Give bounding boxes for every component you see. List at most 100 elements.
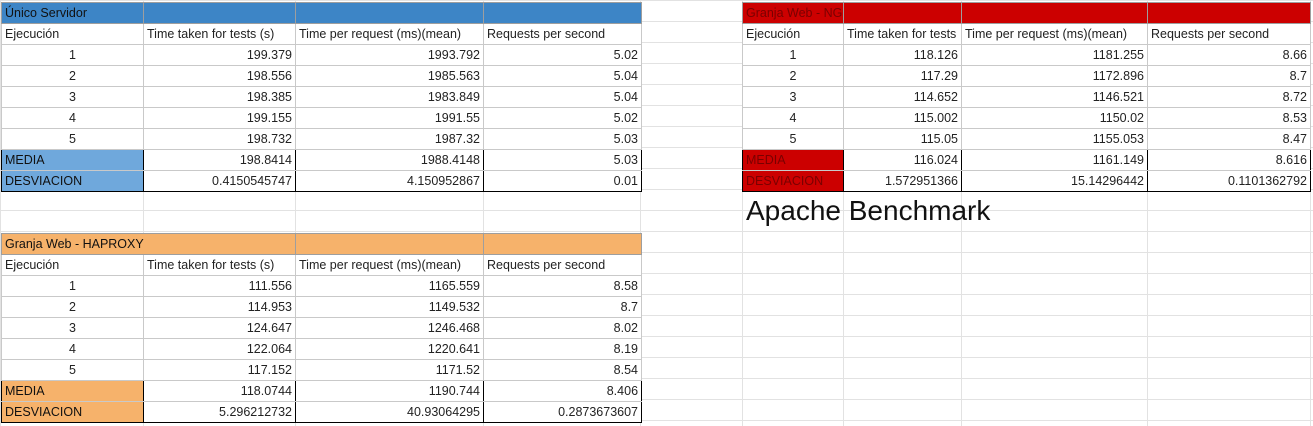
cell-requests-per-second[interactable]: 8.02 bbox=[483, 317, 643, 339]
cell-time-per-request[interactable]: 1149.532 bbox=[295, 296, 485, 318]
cell-time-taken[interactable]: 117.152 bbox=[142, 359, 297, 381]
col-header-requests-per-second[interactable]: Requests per second bbox=[483, 23, 642, 45]
cell-requests-per-second[interactable]: 8.72 bbox=[1147, 86, 1311, 108]
col-header-requests-per-second[interactable]: Requests per second bbox=[483, 254, 643, 276]
cell-time-taken[interactable]: 198.556 bbox=[143, 65, 296, 87]
cell-time-taken[interactable]: 198.385 bbox=[143, 86, 296, 108]
cell-ejecucion[interactable]: 3 bbox=[1, 317, 144, 339]
media-label[interactable]: MEDIA bbox=[742, 149, 844, 171]
cell-requests-per-second[interactable]: 5.02 bbox=[483, 107, 642, 129]
header-fill-cell[interactable] bbox=[143, 2, 296, 24]
cell-time-per-request[interactable]: 1991.55 bbox=[295, 107, 484, 129]
cell-ejecucion[interactable]: 2 bbox=[742, 65, 844, 87]
cell-requests-per-second[interactable]: 8.7 bbox=[483, 296, 643, 318]
cell-requests-per-second[interactable]: 8.47 bbox=[1147, 128, 1311, 150]
col-header-ejecucion[interactable]: Ejecución bbox=[1, 254, 144, 276]
cell-requests-per-second[interactable]: 8.7 bbox=[1147, 65, 1311, 87]
cell-time-per-request[interactable]: 1150.02 bbox=[961, 107, 1148, 129]
media-time-per-request[interactable]: 1988.4148 bbox=[295, 149, 484, 171]
media-time-taken[interactable]: 118.0744 bbox=[142, 380, 297, 402]
col-header-time-taken[interactable]: Time taken for tests (s) bbox=[143, 23, 296, 45]
cell-time-per-request[interactable]: 1993.792 bbox=[295, 44, 484, 66]
desviacion-time-taken[interactable]: 0.4150545747 bbox=[143, 170, 296, 192]
header-fill-cell[interactable] bbox=[483, 233, 643, 255]
cell-time-taken[interactable]: 199.155 bbox=[143, 107, 296, 129]
cell-ejecucion[interactable]: 1 bbox=[1, 275, 144, 297]
desviacion-requests-per-second[interactable]: 0.1101362792 bbox=[1147, 170, 1311, 192]
desviacion-label[interactable]: DESVIACION bbox=[1, 401, 144, 423]
cell-requests-per-second[interactable]: 8.58 bbox=[483, 275, 643, 297]
desviacion-time-taken[interactable]: 5.296212732 bbox=[142, 401, 297, 423]
cell-time-taken[interactable]: 111.556 bbox=[142, 275, 297, 297]
cell-ejecucion[interactable]: 1 bbox=[1, 44, 144, 66]
cell-time-taken[interactable]: 115.002 bbox=[843, 107, 962, 129]
cell-time-per-request[interactable]: 1246.468 bbox=[295, 317, 485, 339]
cell-requests-per-second[interactable]: 5.04 bbox=[483, 86, 642, 108]
cell-time-taken[interactable]: 114.652 bbox=[843, 86, 962, 108]
cell-time-per-request[interactable]: 1171.52 bbox=[295, 359, 485, 381]
header-fill-cell[interactable] bbox=[483, 2, 642, 24]
cell-time-per-request[interactable]: 1172.896 bbox=[961, 65, 1148, 87]
table-title-cell[interactable]: Único Servidor bbox=[1, 2, 144, 24]
cell-time-per-request[interactable]: 1220.641 bbox=[295, 338, 485, 360]
desviacion-requests-per-second[interactable]: 0.01 bbox=[483, 170, 642, 192]
col-header-ejecucion[interactable]: Ejecución bbox=[1, 23, 144, 45]
col-header-requests-per-second[interactable]: Requests per second bbox=[1147, 23, 1311, 45]
header-fill-cell[interactable] bbox=[843, 2, 962, 24]
cell-time-taken[interactable]: 122.064 bbox=[142, 338, 297, 360]
cell-time-taken[interactable]: 118.126 bbox=[843, 44, 962, 66]
media-time-taken[interactable]: 116.024 bbox=[843, 149, 962, 171]
header-fill-cell[interactable] bbox=[1147, 2, 1311, 24]
desviacion-requests-per-second[interactable]: 0.2873673607 bbox=[483, 401, 643, 423]
cell-time-per-request[interactable]: 1146.521 bbox=[961, 86, 1148, 108]
cell-ejecucion[interactable]: 3 bbox=[1, 86, 144, 108]
desviacion-label[interactable]: DESVIACION bbox=[1, 170, 144, 192]
cell-ejecucion[interactable]: 1 bbox=[742, 44, 844, 66]
media-requests-per-second[interactable]: 5.03 bbox=[483, 149, 642, 171]
cell-time-per-request[interactable]: 1983.849 bbox=[295, 86, 484, 108]
desviacion-time-per-request[interactable]: 4.150952867 bbox=[295, 170, 484, 192]
media-time-taken[interactable]: 198.8414 bbox=[143, 149, 296, 171]
cell-ejecucion[interactable]: 4 bbox=[1, 338, 144, 360]
desviacion-time-per-request[interactable]: 15.14296442 bbox=[961, 170, 1148, 192]
cell-time-per-request[interactable]: 1985.563 bbox=[295, 65, 484, 87]
desviacion-time-per-request[interactable]: 40.93064295 bbox=[295, 401, 485, 423]
cell-requests-per-second[interactable]: 8.53 bbox=[1147, 107, 1311, 129]
cell-requests-per-second[interactable]: 5.03 bbox=[483, 128, 642, 150]
cell-requests-per-second[interactable]: 5.04 bbox=[483, 65, 642, 87]
cell-time-taken[interactable]: 124.647 bbox=[142, 317, 297, 339]
header-fill-cell[interactable] bbox=[295, 233, 485, 255]
media-time-per-request[interactable]: 1161.149 bbox=[961, 149, 1148, 171]
col-header-time-per-request[interactable]: Time per request (ms)(mean) bbox=[295, 254, 485, 276]
table-title-cell[interactable]: Granja Web - HAPROXY bbox=[0, 233, 297, 255]
cell-time-per-request[interactable]: 1165.559 bbox=[295, 275, 485, 297]
cell-time-per-request[interactable]: 1181.255 bbox=[961, 44, 1148, 66]
desviacion-time-taken[interactable]: 1.572951366 bbox=[843, 170, 962, 192]
media-requests-per-second[interactable]: 8.616 bbox=[1147, 149, 1311, 171]
cell-time-taken[interactable]: 199.379 bbox=[143, 44, 296, 66]
col-header-time-per-request[interactable]: Time per request (ms)(mean) bbox=[961, 23, 1148, 45]
cell-ejecucion[interactable]: 3 bbox=[742, 86, 844, 108]
cell-ejecucion[interactable]: 5 bbox=[742, 128, 844, 150]
cell-ejecucion[interactable]: 2 bbox=[1, 296, 144, 318]
desviacion-label[interactable]: DESVIACION bbox=[742, 170, 844, 192]
table-title-cell[interactable]: Granja Web - NGINX bbox=[742, 2, 844, 24]
cell-requests-per-second[interactable]: 8.66 bbox=[1147, 44, 1311, 66]
cell-ejecucion[interactable]: 2 bbox=[1, 65, 144, 87]
media-time-per-request[interactable]: 1190.744 bbox=[295, 380, 485, 402]
cell-time-taken[interactable]: 117.29 bbox=[843, 65, 962, 87]
cell-ejecucion[interactable]: 5 bbox=[1, 359, 144, 381]
cell-ejecucion[interactable]: 5 bbox=[1, 128, 144, 150]
cell-time-per-request[interactable]: 1155.053 bbox=[961, 128, 1148, 150]
col-header-ejecucion[interactable]: Ejecución bbox=[742, 23, 844, 45]
media-requests-per-second[interactable]: 8.406 bbox=[483, 380, 643, 402]
cell-requests-per-second[interactable]: 8.54 bbox=[483, 359, 643, 381]
media-label[interactable]: MEDIA bbox=[1, 380, 144, 402]
cell-requests-per-second[interactable]: 5.02 bbox=[483, 44, 642, 66]
col-header-time-taken[interactable]: Time taken for tests bbox=[843, 23, 962, 45]
cell-ejecucion[interactable]: 4 bbox=[742, 107, 844, 129]
col-header-time-taken[interactable]: Time taken for tests (s) bbox=[142, 254, 297, 276]
cell-time-per-request[interactable]: 1987.32 bbox=[295, 128, 484, 150]
header-fill-cell[interactable] bbox=[961, 2, 1148, 24]
